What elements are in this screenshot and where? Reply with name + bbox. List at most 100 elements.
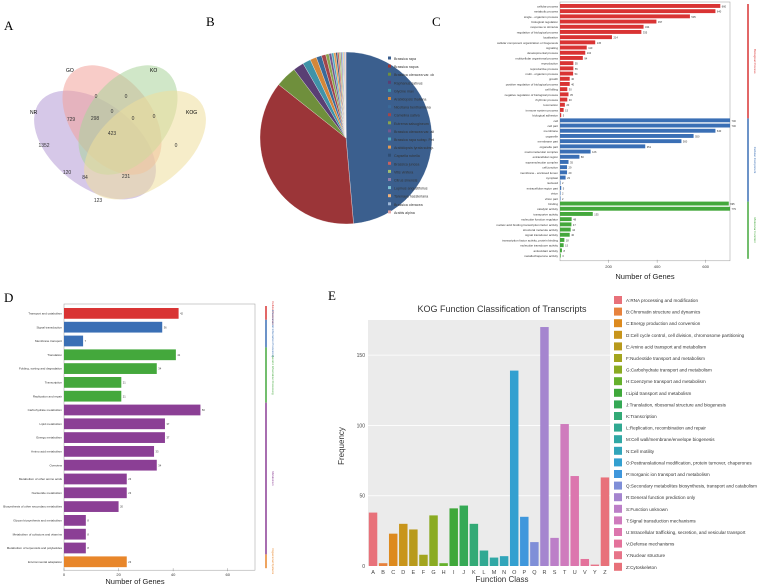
venn-label-kog: KOG — [186, 110, 197, 116]
kegg-bar — [64, 377, 122, 388]
pie-slice — [345, 51, 347, 139]
kegg-category-label: Lipid metabolism — [39, 422, 62, 426]
kegg-category-label: Overview — [49, 463, 62, 467]
go-bar — [560, 87, 568, 92]
pie-legend-label: Vitis vinifera — [394, 170, 413, 174]
kegg-category-label: Membrane transport — [35, 339, 62, 343]
go-value-label: 145 — [597, 41, 602, 45]
kog-bar — [459, 505, 469, 566]
kog-x-tick-label: B — [381, 570, 385, 576]
kegg-category-label: Transcription — [45, 381, 63, 385]
pie-legend-swatch — [388, 56, 391, 60]
kog-x-tick-label: E — [412, 570, 416, 576]
go-value-label: 30 — [569, 88, 572, 92]
go-category-label: binding — [548, 202, 558, 206]
kog-bar — [449, 508, 458, 566]
go-value-label: 15 — [565, 108, 568, 112]
go-value-label: 40 — [571, 77, 574, 81]
go-group-label: Biological Process — [753, 49, 757, 74]
kegg-value-label: 8 — [87, 532, 89, 536]
go-category-label: signaling — [546, 46, 558, 50]
kog-legend-swatch — [614, 354, 622, 362]
venn-value: 0 — [125, 94, 128, 100]
go-category-label: organelle — [546, 134, 559, 138]
go-bar — [560, 123, 730, 128]
kog-bar — [479, 550, 489, 566]
kog-x-axis-label: Function Class — [476, 575, 529, 584]
pie-legend-swatch — [388, 186, 391, 190]
kegg-bar — [64, 390, 122, 402]
venn-value: 0 — [153, 114, 156, 120]
go-value-label: 47 — [573, 223, 576, 227]
go-x-tick-label: 600 — [702, 264, 709, 269]
kegg-group-label: Metabolism — [271, 471, 275, 486]
kog-legend-label: L:Replication, recombination and repair — [626, 426, 706, 431]
kog-bar — [439, 563, 448, 566]
go-bar — [560, 175, 566, 180]
kog-legend-swatch — [614, 319, 622, 328]
go-category-label: rhythmic process — [535, 98, 558, 102]
kegg-category-label: Environmental adaptation — [28, 560, 62, 564]
go-category-label: cell part — [547, 124, 558, 128]
go-value-label: 550 — [695, 134, 700, 138]
kog-bar — [399, 523, 408, 566]
kog-legend-label: R:General function prediction only — [626, 495, 696, 500]
venn-value: 1352 — [38, 143, 49, 149]
kog-chart-title: KOG Function Classification of Transcrip… — [417, 304, 587, 314]
go-value-label: 695 — [730, 202, 735, 206]
kog-legend-label: J:Translation, ribosomal structure and b… — [626, 402, 727, 407]
go-bar — [560, 243, 564, 248]
go-bar — [560, 232, 570, 237]
go-category-label: membrane part — [538, 140, 559, 144]
go-bar — [560, 66, 574, 71]
pie-slice — [259, 84, 354, 225]
go-category-label: negative regulation of biological proces… — [505, 93, 559, 97]
kog-bar — [388, 533, 398, 566]
go-category-label: immune system process — [526, 108, 559, 112]
venn-value: 423 — [108, 131, 117, 137]
go-value-label: 44 — [572, 228, 575, 232]
pie-legend-swatch — [388, 153, 391, 157]
go-value-label: 29 — [569, 166, 572, 170]
pie-legend-swatch — [388, 161, 391, 165]
pie-legend-label: Nicotiana benthamiana — [394, 106, 431, 110]
go-bar — [560, 238, 565, 242]
kegg-group-label: Genetic Information Processing — [271, 355, 275, 394]
go-value-label: 80 — [581, 155, 584, 159]
pie-legend-swatch — [388, 145, 391, 149]
pie-legend-label: Arabis alpina — [394, 211, 415, 215]
pie-legend-label: Brassica rapa — [394, 57, 416, 61]
kog-bar — [580, 558, 590, 566]
kog-y-tick-label: 0 — [362, 564, 365, 570]
kegg-bar — [64, 404, 201, 416]
venn-diagram: NR GO KO KOG 1352 729 0 0 0 0 298 0 0 42… — [30, 65, 206, 204]
pie-legend-label: Tarenaya hassleriana — [394, 195, 428, 199]
pie-legend-label: Brassica rapa subsp. Pekinensis — [394, 138, 434, 142]
go-bar — [560, 206, 730, 211]
go-value-label: 351 — [647, 145, 652, 149]
kog-bar — [378, 563, 388, 566]
pie-legend-label: Brassica oleracea — [394, 203, 423, 207]
kog-legend-swatch — [614, 446, 622, 455]
go-category-label: virion part — [545, 197, 558, 201]
go-value-label: 397 — [658, 20, 663, 24]
go-bar — [560, 14, 690, 19]
go-category-label: catalytic activity — [537, 207, 558, 211]
kegg-bar — [64, 515, 86, 526]
kegg-category-label: Metabolism of terpenoids and polyketides — [7, 546, 63, 550]
go-value-label: 35 — [570, 160, 573, 164]
kog-legend-swatch — [614, 493, 622, 502]
go-bar — [560, 139, 682, 144]
kog-x-tick-label: I — [453, 570, 455, 576]
kegg-value-label: 23 — [128, 560, 131, 564]
kog-legend-swatch — [614, 400, 622, 409]
go-value-label: 335 — [643, 30, 648, 34]
kog-legend-swatch — [614, 551, 622, 560]
go-value-label: 2 — [562, 181, 564, 185]
go-value-label: 8 — [563, 249, 565, 253]
venn-value: 0 — [111, 109, 114, 115]
pie-legend-label: Brassica juncea — [394, 162, 419, 166]
kegg-value-label: 8 — [87, 546, 89, 550]
go-category-label: cellular process — [537, 4, 558, 8]
go-bar — [560, 71, 574, 76]
